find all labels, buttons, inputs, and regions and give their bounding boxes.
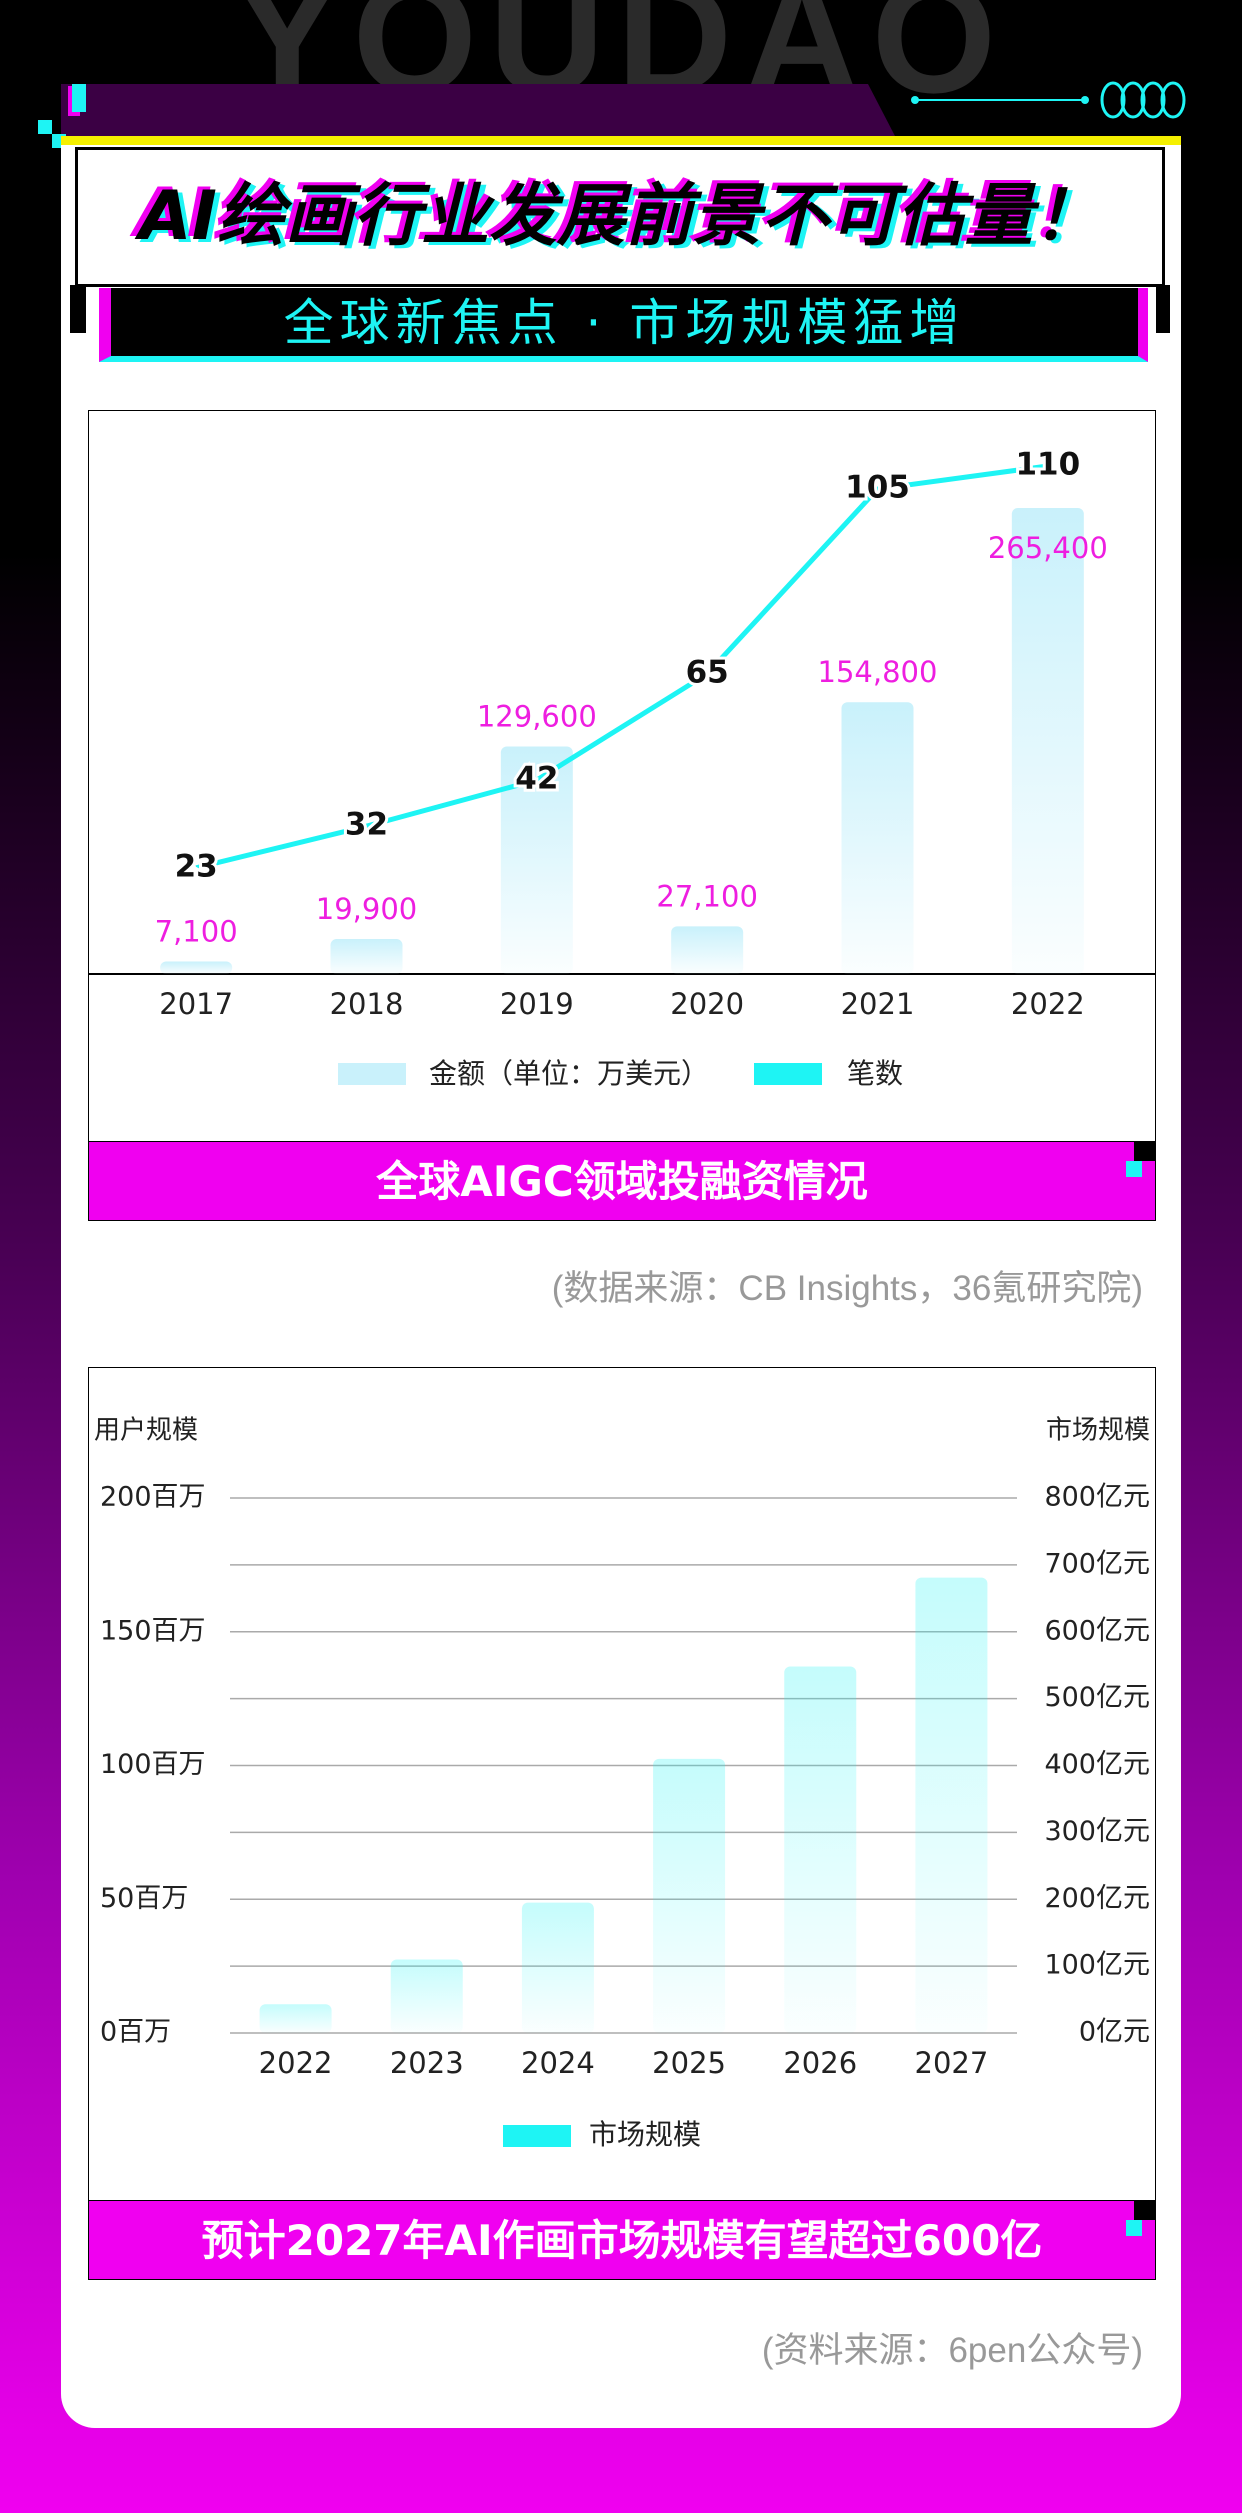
data-label: 23 <box>175 848 218 884</box>
bar <box>500 746 573 974</box>
decor-pixel <box>1126 2220 1142 2236</box>
decor-dot <box>911 96 919 104</box>
decor-pixel <box>38 120 52 134</box>
y-tick-label: 200百万 <box>100 1482 206 1513</box>
chart-frame: 用户规模 市场规模 0亿元 100亿元 200亿元 300亿元 400亿元 500亿元 600亿… <box>88 1367 1156 2202</box>
x-tick-label: 2027 <box>915 2046 989 2080</box>
y2-tick-label: 0亿元 <box>1079 2017 1150 2048</box>
legend-label: 笔数 <box>847 1057 903 1090</box>
y2-tick-label: 700亿元 <box>1044 1548 1150 1579</box>
bar <box>521 1902 594 2033</box>
data-label: 65 <box>686 654 729 690</box>
source-note: (数据来源：CB Insights，36氪研究院) <box>551 1269 1143 1308</box>
decor-edge <box>1156 285 1170 333</box>
decor-pixel <box>1134 1141 1156 1161</box>
data-label: 7,100 <box>155 915 238 949</box>
data-label: 110 <box>1015 447 1080 483</box>
axis-title: 用户规模 <box>94 1416 198 1446</box>
x-tick-label: 2026 <box>783 2046 857 2080</box>
decor-ring <box>1160 81 1186 119</box>
chart-caption: 全球AIGC领域投融资情况 <box>88 1141 1156 1221</box>
y-tick-label: 100百万 <box>100 1749 206 1780</box>
yellow-strip <box>61 136 1181 145</box>
chart: 2017 2018 2019 2020 2021 2022 7,100 19,900 129,6… <box>89 444 1155 1090</box>
chart-frame: 2017 2018 2019 2020 2021 2022 7,100 19,900 129,6… <box>88 410 1156 1143</box>
x-tick-label: 2022 <box>1011 987 1085 1021</box>
subtitle: 全球新焦点 · 市场规模猛增 <box>99 288 1148 362</box>
y2-tick-label: 800亿元 <box>1044 1482 1150 1513</box>
line <box>195 463 1049 871</box>
decor-dot <box>1081 96 1089 104</box>
legend-label: 市场规模 <box>589 2118 701 2151</box>
bar <box>390 1959 463 2033</box>
decor-ring <box>1140 81 1166 119</box>
decor-edge <box>70 285 86 333</box>
legend-swatch <box>754 1063 822 1085</box>
y2-tick-label: 100亿元 <box>1044 1950 1150 1981</box>
data-label: 27,100 <box>656 879 757 913</box>
bar <box>784 1666 857 2033</box>
bar <box>841 702 914 974</box>
x-tick-label: 2023 <box>390 2046 464 2080</box>
legend-swatch <box>503 2125 571 2147</box>
bar <box>915 1577 988 2033</box>
bar <box>330 939 403 974</box>
title: AI绘画行业发展前景不可估量！ <box>75 147 1165 287</box>
chart: 用户规模 市场规模0亿元100亿元200亿元300亿元400亿元500亿元600亿… <box>94 1416 1150 2152</box>
x-tick-label: 2025 <box>652 2046 726 2080</box>
y2-tick-label: 200亿元 <box>1044 1883 1150 1914</box>
data-label: 105 <box>845 470 910 506</box>
header-tab <box>61 84 896 138</box>
bar <box>653 1758 726 2033</box>
data-label: 32 <box>345 807 388 843</box>
y-tick-label: 0百万 <box>100 2017 171 2048</box>
x-tick-label: 2021 <box>841 987 915 1021</box>
axis-title: 市场规模 <box>1046 1416 1150 1446</box>
x-tick-label: 2018 <box>330 987 404 1021</box>
y2-tick-label: 500亿元 <box>1044 1682 1150 1713</box>
data-label: 129,600 <box>477 699 597 733</box>
bar <box>259 2004 332 2033</box>
x-tick-label: 2017 <box>159 987 233 1021</box>
decor-pixel <box>72 84 86 112</box>
chart-caption: 预计2027年AI作画市场规模有望超过600亿 <box>88 2200 1156 2280</box>
decor-ring <box>1120 81 1146 119</box>
bar <box>671 926 744 974</box>
y2-tick-label: 600亿元 <box>1044 1615 1150 1646</box>
x-tick-label: 2019 <box>500 987 574 1021</box>
y2-tick-label: 400亿元 <box>1044 1749 1150 1780</box>
decor-ring <box>1100 81 1126 119</box>
bar <box>1011 508 1084 974</box>
data-label: 19,900 <box>316 892 417 926</box>
y2-tick-label: 300亿元 <box>1044 1816 1150 1847</box>
data-label: 154,800 <box>818 655 938 689</box>
bar <box>160 961 233 974</box>
x-tick-label: 2024 <box>521 2046 595 2080</box>
source-note: (资料来源：6pen公众号) <box>761 2331 1143 2370</box>
x-tick-label: 2022 <box>259 2046 333 2080</box>
header-decor <box>38 81 1186 148</box>
data-label: 265,400 <box>988 531 1108 565</box>
x-tick-label: 2020 <box>670 987 744 1021</box>
y-tick-label: 50百万 <box>100 1883 188 1914</box>
decor-pixel <box>1126 1161 1142 1177</box>
legend-swatch <box>338 1063 406 1085</box>
data-label: 42 <box>515 761 558 797</box>
legend-label: 金额（单位：万美元） <box>429 1057 709 1090</box>
decor-pixel <box>1134 2200 1156 2220</box>
y-tick-label: 150百万 <box>100 1615 206 1646</box>
